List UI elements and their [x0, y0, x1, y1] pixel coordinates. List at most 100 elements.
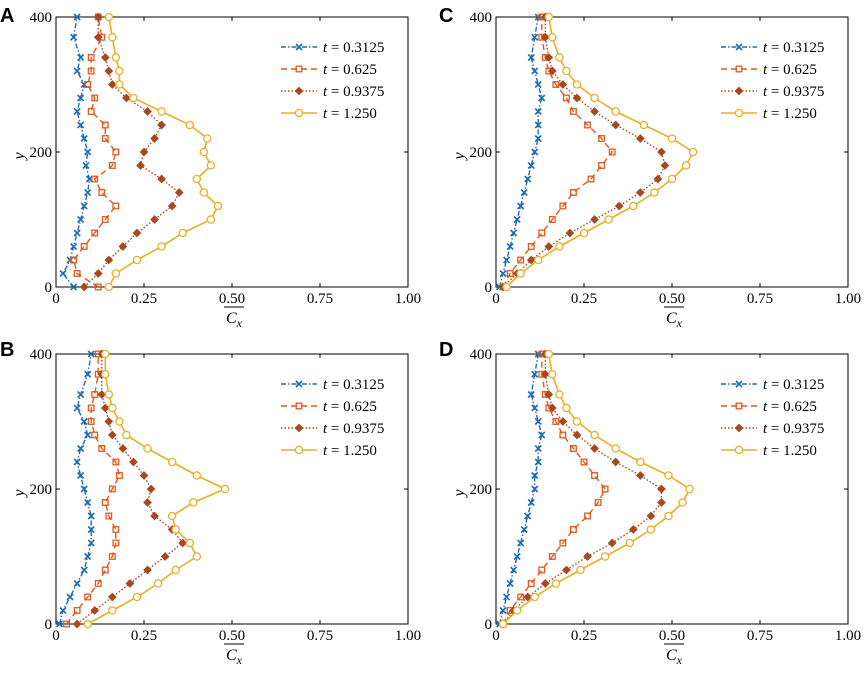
panel-c-legend-var: t	[763, 40, 768, 56]
marker-panel-c-s3	[657, 147, 666, 157]
panel-b-legend-value: = 0.625	[327, 399, 377, 415]
marker-panel-a-s3	[150, 215, 159, 224]
marker-panel-b-s4	[101, 349, 110, 359]
marker-panel-c-s3	[572, 93, 582, 103]
panel-d-legend-value: = 1.250	[767, 443, 817, 459]
marker-panel-b-s1	[84, 498, 92, 507]
marker-panel-d-s3	[657, 484, 666, 494]
marker-panel-a-s2	[101, 121, 109, 129]
marker-panel-c-s3	[565, 228, 575, 238]
marker-panel-a-s2	[80, 243, 88, 250]
marker-panel-d-s2	[584, 512, 591, 520]
marker-panel-c-s4	[516, 269, 525, 278]
marker-panel-c-s4	[650, 188, 659, 197]
panel-c-legend-label-4: t = 1.250	[763, 106, 817, 122]
panel-a-legend-var: t	[323, 40, 328, 56]
marker-panel-b-s3	[97, 390, 107, 399]
marker-panel-c-s4	[562, 66, 571, 76]
marker-panel-b-s2	[101, 499, 109, 506]
marker-panel-d-s3	[607, 538, 617, 548]
marker-panel-c-s3	[526, 255, 536, 265]
panel-b-xtick-label: 0.75	[307, 628, 333, 644]
marker-panel-a-s3	[104, 66, 114, 76]
marker-panel-b-s1	[73, 458, 81, 466]
marker-panel-b-s3	[100, 403, 110, 413]
marker-panel-d-s3	[544, 390, 554, 399]
panel-c-legend-label-2: t = 0.625	[763, 62, 817, 78]
panel-a-legend-label-1: t = 0.3125	[323, 40, 384, 56]
marker-panel-d-s2	[580, 458, 588, 466]
marker-panel-a-s2	[84, 81, 92, 88]
marker-panel-d-s4	[625, 538, 635, 548]
marker-panel-a-s3	[136, 161, 145, 170]
marker-panel-c-s1	[527, 53, 535, 62]
marker-panel-c-s4	[604, 215, 613, 224]
panel-b-legend-var: t	[323, 377, 328, 393]
marker-panel-b-s1	[66, 593, 74, 601]
marker-panel-a-s4	[115, 80, 124, 89]
marker-panel-d-s3	[523, 592, 533, 602]
marker-panel-c-s3	[540, 32, 550, 42]
marker-panel-a-s1	[82, 161, 90, 170]
panel-d-ytick-label: 200	[470, 482, 493, 498]
marker-panel-a-s4	[157, 107, 166, 116]
panel-b-letter: B	[0, 339, 14, 361]
marker-panel-d-s3	[558, 417, 568, 426]
marker-panel-b-s1	[80, 417, 88, 426]
panel-a-legend-var: t	[323, 106, 328, 122]
marker-panel-a-s4	[111, 269, 121, 278]
marker-panel-d-s2	[548, 553, 556, 560]
panel-a-series-3-line	[83, 17, 181, 288]
marker-panel-d-s4	[548, 369, 557, 379]
panel-c-ytick-label: 0	[485, 280, 493, 296]
marker-panel-a-s3	[79, 282, 89, 292]
marker-panel-a-s2	[101, 135, 109, 142]
panel-d-series-3	[498, 349, 666, 629]
marker-panel-d-legend-s1	[735, 380, 743, 388]
marker-panel-b-s3	[139, 471, 149, 480]
marker-panel-d-s4	[498, 619, 508, 629]
marker-panel-b-s1	[87, 539, 95, 547]
marker-panel-c-legend-s3	[734, 86, 744, 96]
marker-panel-d-s2	[591, 472, 599, 479]
marker-panel-d-s3	[611, 457, 621, 467]
marker-panel-a-s3	[104, 255, 114, 265]
marker-panel-b-s1	[59, 606, 67, 615]
marker-panel-c-s1	[534, 13, 542, 21]
panel-d-ytick-label: 0	[485, 617, 493, 633]
panel-a-xlabel-main: C	[226, 310, 237, 327]
panel-d-xlabel-sub: x	[676, 653, 683, 667]
marker-panel-d-s4	[646, 525, 656, 534]
panel-c-series-3	[498, 12, 670, 292]
panel-a-legend-value: = 1.250	[327, 106, 377, 122]
marker-panel-b-s1	[77, 390, 85, 399]
panel-d-ylabel: y	[451, 489, 468, 499]
marker-panel-b-s1	[80, 485, 88, 493]
marker-panel-a-s1	[77, 215, 85, 224]
panel-c-ytick-label: 200	[470, 145, 493, 161]
marker-panel-b-s4	[153, 579, 163, 588]
panel-b-xtick-label: 0.50	[219, 628, 245, 644]
marker-panel-b-s1	[80, 566, 88, 574]
panel-b-legend-var: t	[323, 399, 328, 415]
marker-panel-c-s3	[614, 201, 624, 211]
panel-d-xtick-label: 1.00	[835, 628, 861, 644]
panel-a-series-3	[79, 12, 184, 292]
marker-panel-d-s3	[657, 498, 666, 507]
marker-panel-d-s4	[590, 430, 599, 440]
marker-panel-c-s4	[555, 242, 564, 251]
marker-panel-c-s3	[590, 107, 599, 116]
marker-panel-b-s4	[115, 417, 124, 426]
marker-panel-b-s2	[108, 485, 116, 493]
panel-d-legend-value: = 0.3125	[767, 377, 824, 393]
marker-panel-b-s4	[171, 565, 180, 575]
marker-panel-c-s1	[527, 161, 535, 170]
marker-panel-a-s1	[70, 283, 78, 291]
marker-panel-a-s3	[93, 269, 103, 278]
marker-panel-a-s4	[206, 161, 216, 170]
marker-panel-c-s2	[608, 148, 616, 156]
marker-panel-a-s4	[185, 120, 195, 130]
marker-panel-a-s4	[104, 12, 114, 22]
